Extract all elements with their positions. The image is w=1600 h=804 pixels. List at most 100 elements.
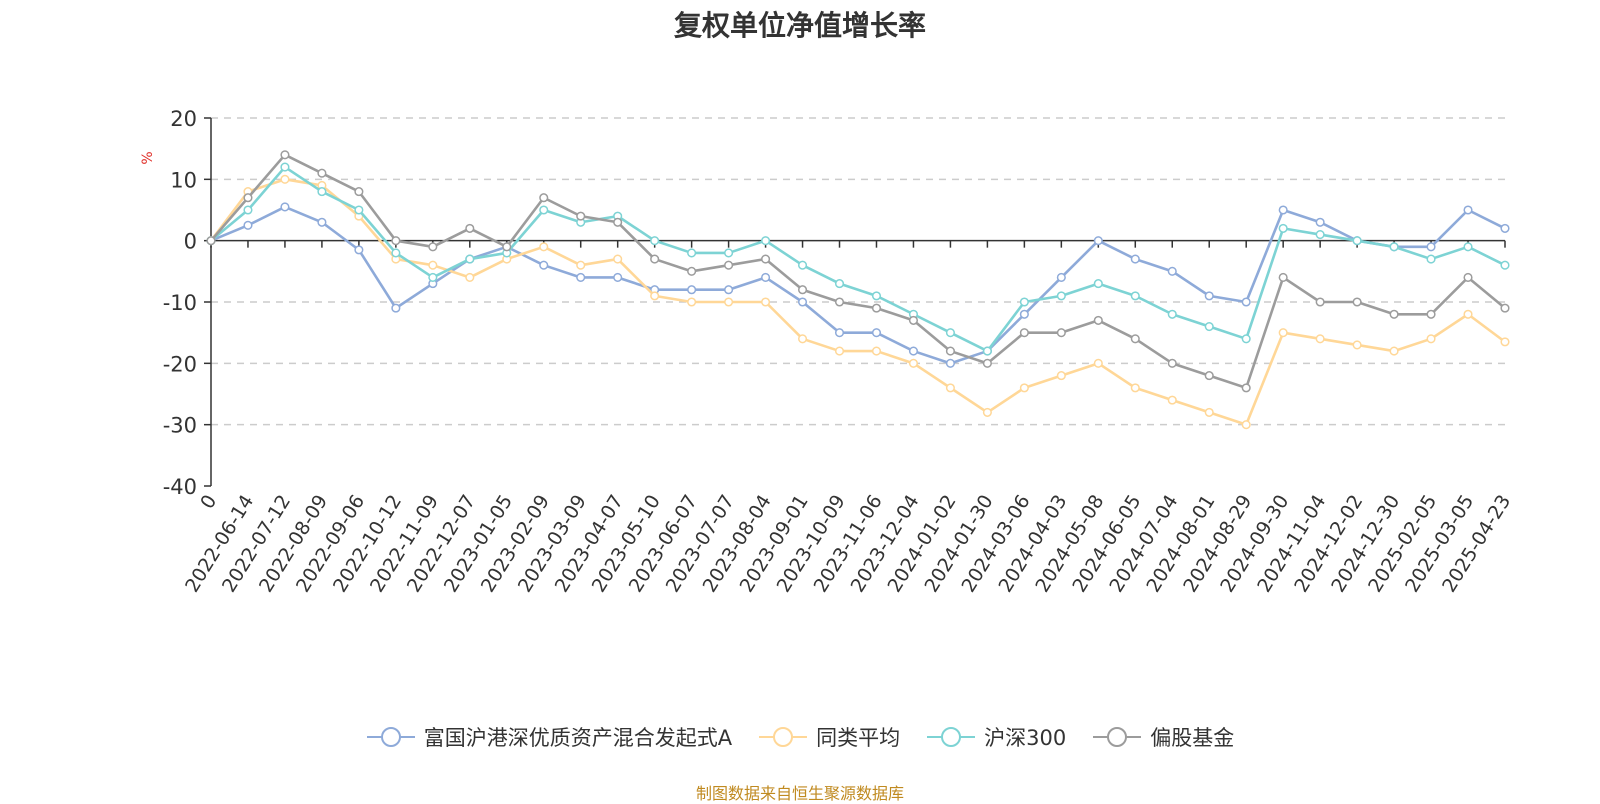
- data-point[interactable]: [1130, 383, 1140, 393]
- data-point[interactable]: [317, 217, 327, 227]
- data-point[interactable]: [502, 242, 512, 252]
- data-point[interactable]: [539, 242, 549, 252]
- data-point[interactable]: [1315, 229, 1325, 240]
- data-point[interactable]: [1352, 297, 1362, 307]
- data-point[interactable]: [761, 254, 771, 264]
- data-point[interactable]: [243, 193, 253, 203]
- data-point[interactable]: [391, 248, 401, 258]
- data-point[interactable]: [724, 285, 734, 295]
- data-point[interactable]: [1241, 297, 1251, 307]
- data-point[interactable]: [687, 297, 697, 307]
- data-point[interactable]: [1315, 297, 1325, 307]
- legend-item-3[interactable]: 沪深300: [926, 722, 1066, 752]
- data-point[interactable]: [1204, 321, 1214, 332]
- data-point[interactable]: [539, 260, 549, 270]
- data-point[interactable]: [576, 260, 586, 270]
- data-point[interactable]: [465, 272, 475, 283]
- data-point[interactable]: [1463, 242, 1473, 252]
- data-point[interactable]: [1093, 315, 1103, 325]
- data-point[interactable]: [1019, 297, 1029, 307]
- data-point[interactable]: [1019, 383, 1029, 393]
- data-point[interactable]: [539, 193, 549, 203]
- data-point[interactable]: [945, 383, 955, 393]
- series-line[interactable]: [210, 165, 1506, 353]
- data-point[interactable]: [428, 242, 438, 252]
- data-point[interactable]: [650, 236, 660, 246]
- data-point[interactable]: [724, 248, 734, 258]
- data-point[interactable]: [1500, 260, 1510, 270]
- data-point[interactable]: [871, 328, 882, 338]
- data-point[interactable]: [1389, 346, 1399, 356]
- data-point[interactable]: [1463, 272, 1473, 283]
- data-point[interactable]: [724, 297, 734, 307]
- data-point[interactable]: [834, 279, 845, 289]
- data-point[interactable]: [761, 272, 771, 283]
- data-point[interactable]: [280, 202, 290, 212]
- data-point[interactable]: [1352, 340, 1362, 350]
- data-point[interactable]: [1056, 371, 1066, 381]
- data-point[interactable]: [687, 266, 697, 276]
- data-point[interactable]: [1167, 309, 1177, 319]
- data-point[interactable]: [834, 297, 845, 307]
- data-point[interactable]: [280, 174, 290, 184]
- data-point[interactable]: [871, 291, 882, 301]
- data-point[interactable]: [945, 328, 955, 338]
- data-point[interactable]: [613, 217, 623, 227]
- data-point[interactable]: [1167, 358, 1177, 368]
- data-point[interactable]: [1204, 291, 1214, 301]
- legend-item-1[interactable]: 富国沪港深优质资产混合发起式A: [366, 722, 732, 752]
- data-point[interactable]: [613, 254, 623, 264]
- data-point[interactable]: [1093, 358, 1103, 368]
- data-point[interactable]: [243, 220, 253, 230]
- data-point[interactable]: [761, 297, 771, 307]
- data-point[interactable]: [871, 346, 882, 356]
- data-point[interactable]: [908, 346, 919, 356]
- data-point[interactable]: [1278, 223, 1288, 233]
- data-point[interactable]: [1130, 291, 1140, 301]
- data-point[interactable]: [317, 168, 327, 178]
- data-point[interactable]: [354, 187, 364, 197]
- data-point[interactable]: [982, 346, 992, 356]
- data-point[interactable]: [687, 248, 697, 258]
- legend-item-2[interactable]: 同类平均: [758, 722, 900, 752]
- data-point[interactable]: [1056, 272, 1066, 283]
- data-point[interactable]: [1500, 223, 1510, 233]
- data-point[interactable]: [391, 303, 401, 313]
- data-point[interactable]: [1130, 254, 1140, 264]
- data-point[interactable]: [1463, 205, 1473, 215]
- data-point[interactable]: [354, 205, 364, 215]
- data-point[interactable]: [576, 211, 586, 221]
- data-point[interactable]: [797, 260, 808, 270]
- data-point[interactable]: [1056, 328, 1066, 338]
- data-point[interactable]: [1500, 337, 1510, 347]
- data-point[interactable]: [613, 272, 623, 283]
- data-point[interactable]: [650, 291, 660, 301]
- data-point[interactable]: [834, 328, 845, 338]
- data-point[interactable]: [1352, 236, 1362, 246]
- data-point[interactable]: [354, 245, 364, 255]
- data-point[interactable]: [465, 254, 475, 264]
- data-point[interactable]: [650, 254, 660, 264]
- data-point[interactable]: [428, 272, 438, 283]
- data-point[interactable]: [1315, 334, 1325, 344]
- data-point[interactable]: [1130, 334, 1140, 344]
- data-point[interactable]: [945, 358, 955, 368]
- data-point[interactable]: [1389, 242, 1399, 252]
- data-point[interactable]: [317, 187, 327, 197]
- data-point[interactable]: [797, 297, 808, 307]
- data-point[interactable]: [797, 334, 808, 344]
- data-point[interactable]: [1426, 334, 1436, 344]
- data-point[interactable]: [391, 236, 401, 246]
- series-line[interactable]: [210, 205, 1506, 365]
- data-point[interactable]: [871, 303, 882, 313]
- data-point[interactable]: [834, 346, 845, 356]
- data-point[interactable]: [1500, 303, 1510, 313]
- series-line[interactable]: [209, 178, 1506, 426]
- data-point[interactable]: [1019, 309, 1029, 319]
- data-point[interactable]: [280, 150, 290, 160]
- data-point[interactable]: [1019, 328, 1029, 338]
- data-point[interactable]: [465, 223, 475, 233]
- data-point[interactable]: [908, 358, 919, 368]
- data-point[interactable]: [1093, 279, 1103, 289]
- data-point[interactable]: [539, 205, 549, 215]
